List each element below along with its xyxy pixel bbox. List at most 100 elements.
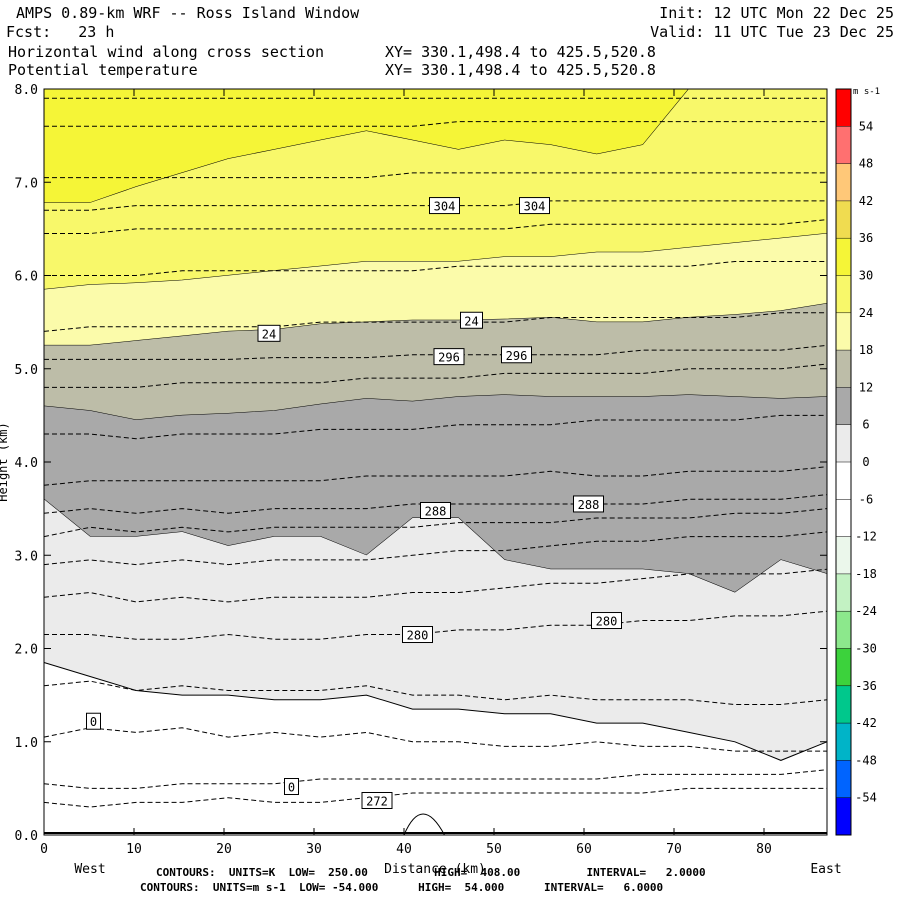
x-tick-label: 20	[216, 842, 232, 857]
contour-label-box	[573, 495, 604, 513]
contour-label-box	[433, 348, 465, 366]
colorbar-label: -36	[855, 679, 877, 693]
colorbar-swatch	[836, 611, 851, 649]
y-axis-label: Height (km)	[0, 422, 10, 501]
colorbar-swatch	[836, 648, 851, 686]
colorbar-label: -24	[855, 604, 877, 618]
contour-label: 280	[407, 629, 429, 643]
colorbar-label: 36	[859, 231, 873, 245]
contour-label: 304	[524, 200, 546, 214]
colorbar-swatch	[836, 536, 851, 574]
colorbar-label: -48	[855, 753, 877, 767]
x-tick-label: 30	[306, 842, 322, 857]
x-tick-label: 80	[756, 842, 772, 857]
colorbar-swatch	[836, 499, 851, 537]
theta-contour-298	[43, 312, 827, 332]
contour-label: 288	[578, 498, 600, 512]
wind-band-1	[44, 89, 827, 290]
contour-label: 0	[90, 715, 97, 729]
colorbar-swatch	[836, 424, 851, 462]
contour-label-box	[257, 324, 281, 342]
contour-label: 296	[438, 351, 460, 365]
contour-label-box	[402, 626, 433, 644]
colorbar-label: -18	[855, 567, 877, 581]
theta-contour-304	[44, 200, 827, 211]
y-tick-label: 5.0	[15, 363, 38, 378]
colorbar-swatch	[836, 462, 851, 500]
x-tick-label: 0	[40, 842, 48, 857]
potential-temperature-contour-layer	[43, 97, 828, 808]
y-tick-label: 7.0	[15, 176, 38, 191]
contour-label-box	[501, 346, 532, 364]
colorbar-swatch	[836, 275, 851, 313]
colorbar-label: -6	[859, 492, 873, 506]
colorbar-swatch	[836, 163, 851, 201]
colorbar-label: 12	[859, 380, 873, 394]
x-tick-label: 50	[486, 842, 502, 857]
colorbar-label: -30	[855, 642, 877, 656]
wind-band-0	[44, 89, 827, 203]
chart-title: AMPS 0.89-km WRF -- Ross Island Window	[16, 4, 360, 22]
colorbar-swatch	[836, 89, 851, 127]
theta-contour-278	[43, 680, 828, 705]
colorbar-swatch	[836, 238, 851, 276]
y-tick-label: 1.0	[15, 736, 38, 751]
theta-contour-282	[43, 568, 828, 603]
theta-contour-276	[43, 727, 827, 752]
x-axis-label: Distance (km)	[384, 862, 486, 877]
colorbar-label: -42	[855, 716, 877, 730]
colorbar-label: 42	[859, 194, 873, 208]
y-tick-label: 8.0	[15, 83, 38, 98]
colorbar-swatch	[836, 126, 851, 164]
contour-label: 280	[596, 615, 618, 629]
y-tick-label: 2.0	[15, 643, 38, 658]
theta-contour-296	[44, 344, 828, 360]
y-tick-label: 3.0	[15, 549, 38, 564]
colorbar-swatch	[836, 387, 851, 425]
theta-contour-286	[43, 508, 828, 538]
forecast-hour: Fcst: 23 h	[6, 23, 115, 41]
colorbar-label: -54	[855, 791, 877, 805]
theta-contour-292	[44, 414, 827, 440]
footer-theta-contours: CONTOURS: UNITS=K LOW= 250.00 HIGH= 408.…	[156, 866, 706, 879]
field1-name: Horizontal wind along cross section	[8, 43, 325, 61]
field2-name: Potential temperature	[8, 61, 198, 79]
colorbar-label: -12	[855, 530, 877, 544]
y-tick-label: 6.0	[15, 270, 38, 285]
wind-contour-line-5	[43, 662, 828, 761]
colorbar-swatch	[836, 760, 851, 798]
colorbar-swatch	[836, 797, 851, 835]
colorbar-label: 0	[862, 455, 869, 469]
contour-label-box	[519, 197, 550, 215]
field2-coords: XY= 330.1,498.4 to 425.5,520.8	[385, 61, 656, 79]
x-east-label: East	[810, 862, 841, 877]
colorbar-units: m s-1	[853, 87, 880, 97]
x-tick-label: 40	[396, 842, 412, 857]
colorbar-swatch	[836, 312, 851, 351]
contour-label: 304	[434, 200, 456, 214]
colorbar: 54 48 42 36 30 24 18 12 6 0 -6 -12 -18 -24 -30 -36 -42 -4…	[835, 87, 880, 836]
y-tick-label: 4.0	[15, 456, 38, 471]
colorbar-label: 24	[859, 306, 873, 320]
contour-label-box	[460, 311, 483, 329]
init-time: Init: 12 UTC Mon 22 Dec 25	[659, 4, 894, 22]
colorbar-swatch	[836, 723, 851, 761]
colorbar-swatch	[836, 350, 851, 388]
colorbar-swatch	[836, 685, 851, 724]
theta-contour-306	[44, 172, 827, 179]
contour-label: 296	[506, 349, 528, 363]
contour-label-box	[591, 612, 622, 630]
theta-contour-308	[44, 121, 827, 127]
contour-label: 288	[425, 504, 447, 518]
footer-wind-contours: CONTOURS: UNITS=m s-1 LOW= -54.000 HIGH=…	[140, 881, 664, 894]
colorbar-label: 6	[862, 418, 869, 432]
theta-contour-274	[43, 769, 828, 789]
contour-label: 24	[464, 314, 478, 328]
y-tick-label: 0.0	[15, 829, 38, 844]
colorbar-label: 18	[859, 343, 873, 357]
contour-label: 24	[262, 327, 276, 341]
theta-contour-290	[43, 466, 828, 486]
field1-coords: XY= 330.1,498.4 to 425.5,520.8	[385, 43, 656, 61]
theta-contour-284	[43, 531, 828, 566]
